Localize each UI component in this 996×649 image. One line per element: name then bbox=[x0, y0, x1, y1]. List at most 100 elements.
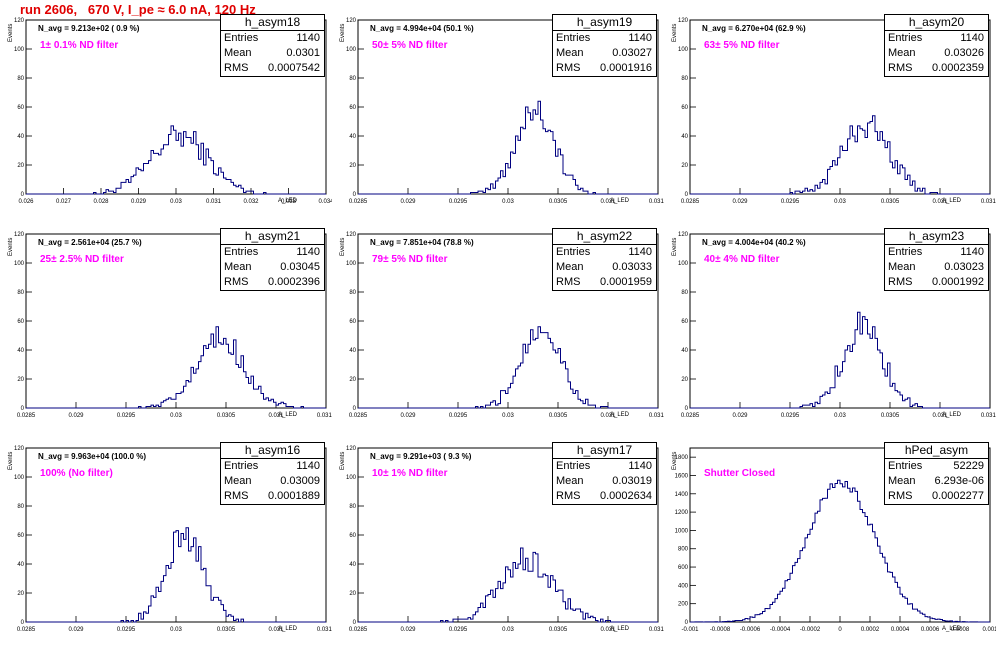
stats-label: Mean bbox=[556, 261, 584, 273]
stats-box: h_asym19 Entries 1140 Mean 0.03027 RMS 0.00019… bbox=[552, 14, 657, 77]
stats-box: hPed_asym Entries 52229 Mean 6.293e-06 RMS 0.0… bbox=[884, 442, 989, 505]
x-tick-label: 0.0295 bbox=[449, 199, 468, 205]
x-tick-label: -0.0004 bbox=[770, 627, 791, 633]
histogram-panel: 0 20 40 60 80 100 120 0.0285 0.029 0.0295 0.03 0.03… bbox=[332, 14, 664, 221]
histogram-name: hPed_asym bbox=[885, 443, 988, 459]
y-tick-label: 20 bbox=[17, 377, 24, 383]
stats-label: Entries bbox=[224, 246, 259, 258]
y-axis-label: Events bbox=[340, 451, 346, 470]
histogram-name: h_asym19 bbox=[553, 15, 656, 31]
x-tick-label: 0.0305 bbox=[881, 413, 900, 419]
stats-label: RMS bbox=[556, 276, 581, 288]
x-tick-label: 0.03 bbox=[170, 627, 182, 633]
stats-label: Entries bbox=[556, 246, 591, 258]
y-tick-label: 60 bbox=[17, 105, 24, 111]
x-tick-label: 0.0305 bbox=[881, 199, 900, 205]
filter-note: 79± 5% ND filter bbox=[372, 254, 448, 265]
y-tick-label: 120 bbox=[14, 232, 25, 238]
histogram-panel: 0 20 40 60 80 100 120 0.0285 0.029 0.0295 0.03 0.03… bbox=[0, 228, 332, 435]
x-axis-label: A_LED bbox=[942, 626, 962, 632]
stats-value: 0.03023 bbox=[944, 261, 984, 273]
x-axis-label: A_LED bbox=[610, 626, 630, 632]
stats-label: Mean bbox=[224, 47, 252, 59]
y-tick-label: 20 bbox=[681, 377, 688, 383]
stats-row-rms: RMS 0.0002277 bbox=[885, 489, 988, 504]
x-tick-label: -0.0002 bbox=[800, 627, 821, 633]
stats-label: Entries bbox=[224, 32, 259, 44]
stats-label: Entries bbox=[556, 32, 591, 44]
y-tick-label: 80 bbox=[17, 76, 24, 82]
histogram-plot: 0 20 40 60 80 100 120 0.0285 0.029 0.0295 0.03 0.03… bbox=[346, 18, 664, 205]
stats-row-entries: Entries 52229 bbox=[885, 459, 988, 474]
x-tick-label: 0.0305 bbox=[549, 627, 568, 633]
x-tick-label: 0.03 bbox=[502, 627, 514, 633]
x-tick-label: 0.0315 bbox=[649, 627, 664, 633]
stats-label: Mean bbox=[888, 47, 916, 59]
stats-value: 0.03027 bbox=[612, 47, 652, 59]
navg-text: N_avg = 4.994e+04 (50.1 %) bbox=[370, 24, 474, 33]
stats-row-rms: RMS 0.0001889 bbox=[221, 489, 324, 504]
stats-label: Entries bbox=[888, 460, 923, 472]
x-tick-label: 0.029 bbox=[400, 199, 416, 205]
x-tick-label: 0.031 bbox=[932, 199, 948, 205]
stats-label: RMS bbox=[224, 62, 249, 74]
y-tick-label: 100 bbox=[14, 475, 25, 481]
x-tick-label: 0.0315 bbox=[317, 627, 332, 633]
navg-text: N_avg = 9.213e+02 ( 0.9 %) bbox=[38, 24, 140, 33]
x-tick-label: 0.031 bbox=[600, 199, 616, 205]
x-tick-label: 0.0295 bbox=[117, 627, 136, 633]
histogram-name: h_asym18 bbox=[221, 15, 324, 31]
histogram-panel: 0 20 40 60 80 100 120 0.0285 0.029 0.0295 0.03 0.03… bbox=[332, 442, 664, 649]
histogram-series bbox=[358, 100, 658, 195]
y-axis-label: Events bbox=[340, 23, 346, 42]
stats-row-entries: Entries 1140 bbox=[221, 31, 324, 46]
histogram-panel: 0 20 40 60 80 100 120 0.026 0.027 0.028 0.029 0.03 0… bbox=[0, 14, 332, 221]
y-tick-label: 120 bbox=[14, 446, 25, 452]
x-tick-label: 0.0295 bbox=[449, 627, 468, 633]
x-tick-label: 0.0295 bbox=[781, 199, 800, 205]
y-tick-label: 80 bbox=[681, 290, 688, 296]
stats-box: h_asym20 Entries 1140 Mean 0.03026 RMS 0.00023… bbox=[884, 14, 989, 77]
stats-row-mean: Mean 0.03026 bbox=[885, 46, 988, 61]
y-axis-label: Events bbox=[8, 23, 14, 42]
histogram-plot: 0 20 40 60 80 100 120 0.0285 0.029 0.0295 0.03 0.03… bbox=[346, 232, 664, 419]
x-tick-label: 0.03 bbox=[834, 199, 846, 205]
x-tick-label: 0.0002 bbox=[861, 627, 880, 633]
histogram-series bbox=[26, 125, 326, 195]
x-tick-label: 0.031 bbox=[932, 413, 948, 419]
x-tick-label: 0.03 bbox=[170, 413, 182, 419]
y-tick-label: 0 bbox=[353, 406, 357, 412]
x-tick-label: 0.0305 bbox=[217, 413, 236, 419]
stats-row-entries: Entries 1140 bbox=[553, 245, 656, 260]
x-tick-label: 0.029 bbox=[400, 627, 416, 633]
x-tick-label: 0.0305 bbox=[549, 413, 568, 419]
y-tick-label: 120 bbox=[346, 446, 357, 452]
stats-label: Mean bbox=[888, 261, 916, 273]
x-tick-label: 0.032 bbox=[243, 199, 259, 205]
y-tick-label: 0 bbox=[685, 406, 689, 412]
stats-label: Mean bbox=[556, 47, 584, 59]
x-tick-label: -0.001 bbox=[681, 627, 699, 633]
y-tick-label: 0 bbox=[353, 192, 357, 198]
x-tick-label: 0.0315 bbox=[649, 199, 664, 205]
x-tick-label: 0.0315 bbox=[981, 413, 996, 419]
x-tick-label: 0.029 bbox=[68, 627, 84, 633]
y-tick-label: 60 bbox=[349, 533, 356, 539]
x-tick-label: 0.03 bbox=[170, 199, 182, 205]
x-axis-label: A_LED bbox=[610, 198, 630, 204]
stats-row-entries: Entries 1140 bbox=[885, 245, 988, 260]
y-axis-label: Events bbox=[8, 237, 14, 256]
stats-box: h_asym22 Entries 1140 Mean 0.03033 RMS 0.00019… bbox=[552, 228, 657, 291]
x-tick-label: 0.0285 bbox=[349, 413, 368, 419]
stats-value: 0.03019 bbox=[612, 475, 652, 487]
y-tick-label: 100 bbox=[678, 261, 689, 267]
y-tick-label: 600 bbox=[678, 565, 689, 571]
navg-text: N_avg = 7.851e+04 (78.8 %) bbox=[370, 238, 474, 247]
stats-value: 0.0002634 bbox=[600, 490, 652, 502]
x-tick-label: 0.03 bbox=[502, 199, 514, 205]
stats-value: 1140 bbox=[296, 246, 320, 258]
page-title: run 2606, 670 V, I_pe ≈ 6.0 nA, 120 Hz bbox=[20, 2, 256, 17]
y-tick-label: 40 bbox=[17, 562, 24, 568]
stats-row-mean: Mean 6.293e-06 bbox=[885, 474, 988, 489]
stats-value: 52229 bbox=[953, 460, 984, 472]
